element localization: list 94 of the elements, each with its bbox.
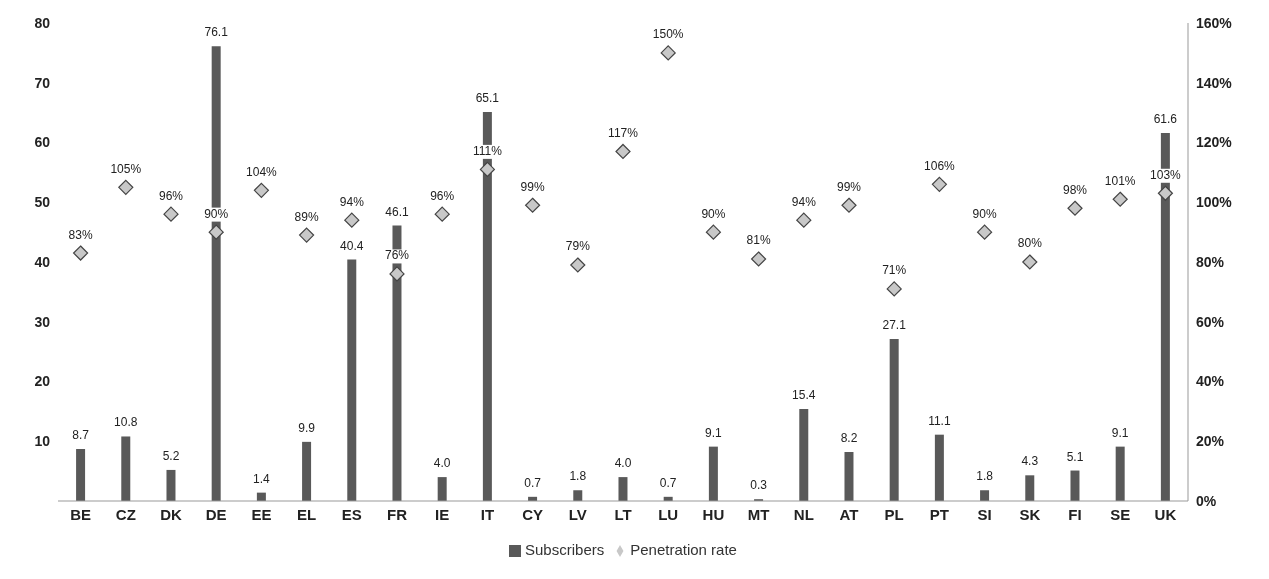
data-label: 46.1 <box>385 204 409 219</box>
data-label: 94% <box>339 194 365 209</box>
data-label: 117% <box>608 125 639 140</box>
x-tick-label: PL <box>884 505 904 523</box>
x-tick-label: SI <box>977 505 992 523</box>
x-tick-label: DE <box>205 505 227 523</box>
data-label: 83% <box>68 227 93 242</box>
data-label: 4.0 <box>614 456 632 471</box>
data-label: 4.3 <box>1021 454 1039 469</box>
y2-tick-label: 40% <box>1196 373 1225 390</box>
x-tick-label: LT <box>614 505 632 523</box>
data-label: 9.9 <box>298 420 316 435</box>
y2-tick-label: 140% <box>1196 74 1233 91</box>
data-label: 79% <box>565 239 591 254</box>
y2-tick-label: 120% <box>1196 134 1233 151</box>
legend-label: Subscribers <box>525 541 605 558</box>
data-label: 1.8 <box>569 469 587 484</box>
x-tick-label: UK <box>1154 505 1177 523</box>
x-tick-label: EL <box>297 505 317 523</box>
data-label: 71% <box>882 263 907 278</box>
x-tick-label: CZ <box>115 505 136 523</box>
x-tick-label: SK <box>1019 505 1041 523</box>
data-label: 103% <box>1150 167 1182 182</box>
data-label: 8.2 <box>840 431 858 446</box>
x-tick-label: ES <box>341 505 362 523</box>
data-label: 89% <box>294 209 319 224</box>
data-label: 106% <box>924 158 956 173</box>
x-tick-label: IT <box>480 505 495 523</box>
y2-tick-label: 80% <box>1196 253 1225 270</box>
data-label: 96% <box>158 188 184 203</box>
data-label: 11.1 <box>928 413 951 428</box>
data-label: 15.4 <box>792 387 816 402</box>
x-tick-label: HU <box>702 505 725 523</box>
y-tick-label: 10 <box>34 433 51 450</box>
data-label: 9.1 <box>705 425 723 440</box>
y-tick-label: 30 <box>34 313 51 330</box>
data-label: 61.6 <box>1153 111 1178 126</box>
data-label: 90% <box>701 206 726 221</box>
data-label: 0.7 <box>524 475 542 490</box>
x-tick-label: PT <box>929 505 949 523</box>
x-tick-label: FR <box>387 505 408 523</box>
data-label: 27.1 <box>882 318 907 333</box>
data-label: 99% <box>520 179 545 194</box>
x-tick-label: IE <box>435 505 450 523</box>
x-tick-label: CY <box>522 505 544 523</box>
x-tick-label: DK <box>160 505 182 523</box>
y2-tick-label: 20% <box>1196 433 1225 450</box>
data-label: 10.8 <box>114 415 138 430</box>
data-label: 98% <box>1062 182 1088 197</box>
data-label: 1.4 <box>253 471 271 486</box>
x-tick-label: LV <box>568 505 587 523</box>
data-label: 96% <box>430 188 455 203</box>
data-label: 9.1 <box>1111 425 1129 440</box>
data-label: 80% <box>1017 236 1043 251</box>
y2-tick-label: 0% <box>1196 492 1217 509</box>
data-label: 101% <box>1104 173 1136 188</box>
data-label: 81% <box>746 233 771 248</box>
data-label: 4.0 <box>433 456 451 471</box>
data-label: 1.8 <box>976 469 994 484</box>
data-label: 0.3 <box>750 478 768 493</box>
data-label: 40.4 <box>340 238 364 253</box>
data-label: 76% <box>384 248 410 263</box>
y-tick-label: 50 <box>34 194 51 211</box>
y-tick-label: 20 <box>34 373 51 390</box>
y-tick-label: 80 <box>34 14 51 31</box>
data-label: 65.1 <box>475 91 500 106</box>
y2-tick-label: 100% <box>1196 194 1233 211</box>
x-tick-label: AT <box>839 505 859 523</box>
y-tick-label: 40 <box>34 253 51 270</box>
data-label: 104% <box>246 164 278 179</box>
data-label: 150% <box>652 27 684 42</box>
data-label: 8.7 <box>72 428 90 443</box>
y-tick-label: 70 <box>34 74 51 91</box>
legend-label: Penetration rate <box>630 541 737 558</box>
data-label: 90% <box>204 206 229 221</box>
x-tick-label: MT <box>747 505 770 523</box>
x-tick-label: LU <box>658 505 679 523</box>
data-label: 105% <box>110 161 142 176</box>
data-label: 111% <box>472 143 503 158</box>
x-tick-label: SE <box>1110 505 1131 523</box>
y2-tick-label: 160% <box>1196 14 1233 31</box>
x-tick-label: EE <box>251 505 272 523</box>
y2-tick-label: 60% <box>1196 313 1225 330</box>
x-tick-label: BE <box>70 505 92 523</box>
data-label: 0.7 <box>659 475 677 490</box>
data-label: 5.2 <box>162 448 180 463</box>
data-label: 5.1 <box>1066 449 1084 464</box>
data-label: 94% <box>791 194 817 209</box>
data-label: 99% <box>836 179 862 194</box>
data-label: 76.1 <box>204 25 229 40</box>
x-tick-label: FI <box>1068 505 1082 523</box>
data-label: 90% <box>972 206 997 221</box>
y-tick-label: 60 <box>34 134 51 151</box>
x-tick-label: NL <box>793 505 814 523</box>
